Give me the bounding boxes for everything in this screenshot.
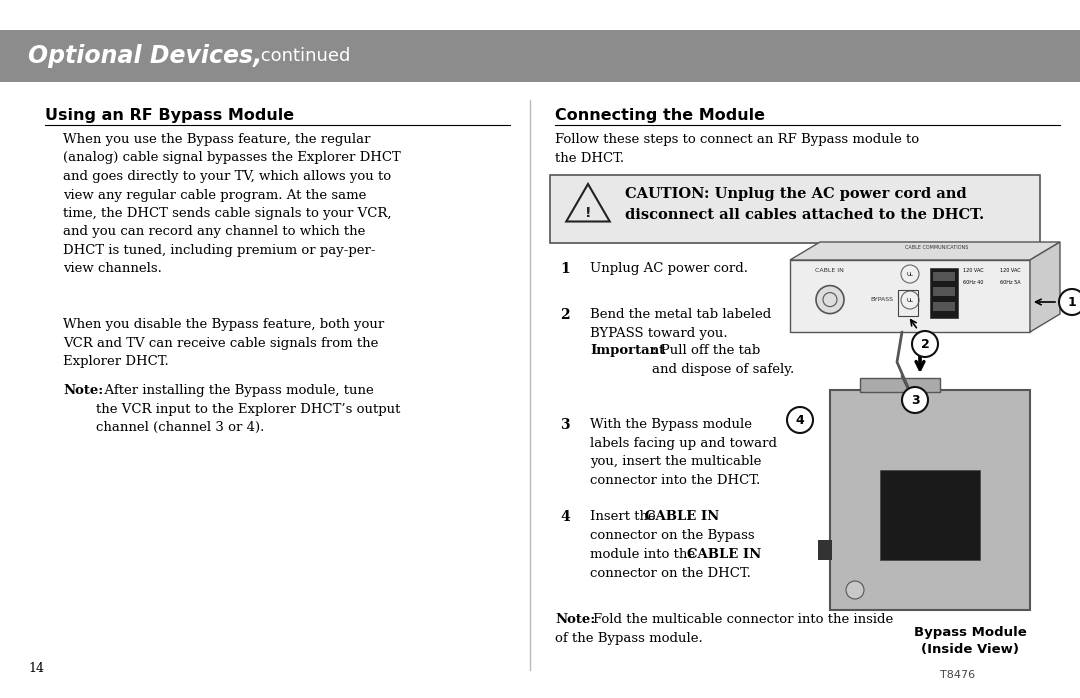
Text: CABLE IN: CABLE IN xyxy=(815,268,843,273)
Text: 2: 2 xyxy=(561,308,569,322)
Text: Insert the: Insert the xyxy=(590,510,660,523)
Text: 4: 4 xyxy=(796,415,805,427)
Text: With the Bypass module
labels facing up and toward
you, insert the multicable
co: With the Bypass module labels facing up … xyxy=(590,418,777,487)
Text: 3: 3 xyxy=(910,394,919,408)
Circle shape xyxy=(1059,289,1080,315)
Bar xyxy=(933,287,955,296)
Text: Note:: Note: xyxy=(555,613,595,626)
Circle shape xyxy=(912,331,939,357)
Text: CABLE COMMUNICATIONS: CABLE COMMUNICATIONS xyxy=(905,245,969,250)
Text: 120 VAC: 120 VAC xyxy=(1000,268,1021,273)
Text: 2: 2 xyxy=(920,339,930,352)
Circle shape xyxy=(901,291,919,309)
Text: 3: 3 xyxy=(561,418,569,432)
Bar xyxy=(818,540,832,560)
Text: Bend the metal tab labeled
BYPASS toward you.: Bend the metal tab labeled BYPASS toward… xyxy=(590,308,771,339)
Bar xyxy=(0,30,1080,82)
Text: Follow these steps to connect an RF Bypass module to
the DHCT.: Follow these steps to connect an RF Bypa… xyxy=(555,133,919,165)
Text: 60Hz 40: 60Hz 40 xyxy=(963,280,984,285)
Text: 1: 1 xyxy=(1068,297,1077,309)
Text: UL: UL xyxy=(906,272,914,276)
Bar xyxy=(860,378,940,392)
Text: connector on the Bypass: connector on the Bypass xyxy=(590,529,755,542)
Text: Unplug AC power cord.: Unplug AC power cord. xyxy=(590,262,748,275)
Bar xyxy=(933,272,955,281)
Text: After installing the Bypass module, tune
the VCR input to the Explorer DHCT’s ou: After installing the Bypass module, tune… xyxy=(96,384,401,434)
Bar xyxy=(930,268,958,318)
Circle shape xyxy=(902,387,928,413)
Text: Bypass Module
(Inside View): Bypass Module (Inside View) xyxy=(914,626,1026,656)
Text: 4: 4 xyxy=(561,510,570,524)
Circle shape xyxy=(787,407,813,433)
Bar xyxy=(789,260,1030,332)
Circle shape xyxy=(846,581,864,599)
Text: 120 VAC: 120 VAC xyxy=(963,268,984,273)
Bar xyxy=(933,302,955,311)
Text: BYPASS: BYPASS xyxy=(870,297,893,302)
Text: : Pull off the tab
and dispose of safely.: : Pull off the tab and dispose of safely… xyxy=(652,344,794,376)
Text: CABLE IN: CABLE IN xyxy=(645,510,719,523)
Text: Note:: Note: xyxy=(63,384,104,397)
Circle shape xyxy=(901,265,919,283)
Text: Fold the multicable connector into the inside: Fold the multicable connector into the i… xyxy=(593,613,893,626)
Text: Connecting the Module: Connecting the Module xyxy=(555,108,765,123)
Text: Using an RF Bypass Module: Using an RF Bypass Module xyxy=(45,108,294,123)
Circle shape xyxy=(816,285,843,313)
Text: connector on the DHCT.: connector on the DHCT. xyxy=(590,567,751,580)
Text: !: ! xyxy=(584,206,591,220)
Text: 60Hz 5A: 60Hz 5A xyxy=(1000,280,1021,285)
Text: CABLE IN: CABLE IN xyxy=(687,548,761,561)
Text: CAUTION: Unplug the AC power cord and
disconnect all cables attached to the DHCT: CAUTION: Unplug the AC power cord and di… xyxy=(625,187,984,221)
Text: of the Bypass module.: of the Bypass module. xyxy=(555,632,703,645)
Text: Important: Important xyxy=(590,344,665,357)
Text: T8476: T8476 xyxy=(940,670,975,680)
Bar xyxy=(897,290,918,316)
Polygon shape xyxy=(789,242,1059,260)
Text: module into the: module into the xyxy=(590,548,700,561)
Text: UL: UL xyxy=(906,297,914,302)
Text: When you use the Bypass feature, the regular
(analog) cable signal bypasses the : When you use the Bypass feature, the reg… xyxy=(63,133,401,276)
FancyBboxPatch shape xyxy=(550,175,1040,243)
Text: Optional Devices,: Optional Devices, xyxy=(28,44,262,68)
Text: continued: continued xyxy=(255,47,350,65)
Polygon shape xyxy=(1030,242,1059,332)
Text: 14: 14 xyxy=(28,662,44,675)
Text: 1: 1 xyxy=(561,262,570,276)
Bar xyxy=(831,390,1030,610)
Bar xyxy=(880,470,980,560)
Text: When you disable the Bypass feature, both your
VCR and TV can receive cable sign: When you disable the Bypass feature, bot… xyxy=(63,318,384,368)
